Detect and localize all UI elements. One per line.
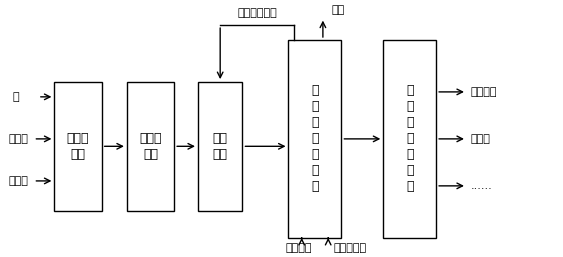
Text: 产
物
精
制
与
加
工: 产 物 精 制 与 加 工 bbox=[406, 84, 413, 193]
Text: ......: ...... bbox=[471, 181, 493, 191]
Bar bbox=[288, 40, 341, 238]
Text: 异构化: 异构化 bbox=[471, 134, 490, 144]
Text: 低碳烯烃: 低碳烯烃 bbox=[285, 243, 312, 253]
Text: 产
物
分
离
与
回
收: 产 物 分 离 与 回 收 bbox=[311, 84, 319, 193]
Text: 氢气: 氢气 bbox=[331, 5, 345, 15]
Text: 煤: 煤 bbox=[13, 92, 20, 102]
Bar bbox=[55, 82, 102, 210]
Bar bbox=[198, 82, 243, 210]
Bar bbox=[383, 40, 436, 238]
Text: 加氢裂解: 加氢裂解 bbox=[471, 87, 497, 97]
Text: 水、醇类等: 水、醇类等 bbox=[334, 243, 367, 253]
Text: 生物质: 生物质 bbox=[8, 176, 28, 186]
Text: 合成气
制备: 合成气 制备 bbox=[67, 132, 90, 161]
Bar bbox=[127, 82, 174, 210]
Text: 天然气: 天然气 bbox=[8, 134, 28, 144]
Text: 甲烷蒸汽重整: 甲烷蒸汽重整 bbox=[237, 8, 277, 18]
Text: 合成气
净化: 合成气 净化 bbox=[139, 132, 162, 161]
Text: 费托
合成: 费托 合成 bbox=[213, 132, 227, 161]
